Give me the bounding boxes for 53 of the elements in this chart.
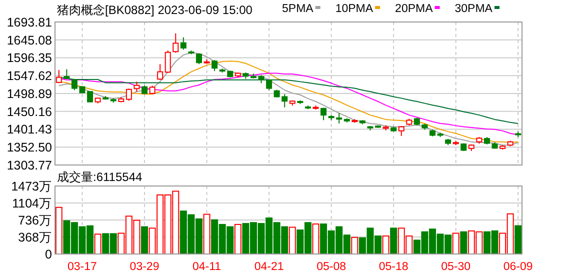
x-tick-label: 05-30 xyxy=(441,261,471,273)
y-tick-label: 1104万 xyxy=(12,196,52,211)
bar xyxy=(460,231,468,254)
legend-label: 5PMA xyxy=(282,3,314,15)
x-tick-label: 03-29 xyxy=(130,261,160,273)
y-tick-label: 1645.08 xyxy=(6,33,52,48)
bar xyxy=(203,214,210,254)
bar xyxy=(94,234,102,254)
candlestick xyxy=(320,107,327,121)
y-tick-label: 0 xyxy=(45,248,52,262)
bar xyxy=(234,224,242,254)
bar xyxy=(452,232,460,254)
x-tick-label: 03-17 xyxy=(68,261,97,273)
x-tick-label: 05-18 xyxy=(378,261,408,273)
bar xyxy=(288,226,296,254)
y-tick-label: 1352.50 xyxy=(6,140,52,155)
chart-title: 成交量:6115544 xyxy=(57,170,142,184)
candlestick xyxy=(126,88,132,102)
legend-label: 20PMA xyxy=(395,3,434,15)
y-tick-label: 1401.43 xyxy=(6,122,52,137)
x-tick-label: 06-09 xyxy=(503,261,533,273)
bar xyxy=(55,206,62,254)
chart-title: 猪肉概念[BK0882] 2023-06-09 15:00 xyxy=(57,3,253,17)
candlestick xyxy=(212,60,218,72)
candlestick xyxy=(134,81,140,92)
y-tick-label: 1693.81 xyxy=(6,16,52,30)
x-tick-label: 04-21 xyxy=(254,261,284,273)
candlestick xyxy=(87,90,94,103)
x-tick-label: 05-08 xyxy=(316,261,346,273)
y-tick-label: 1596.35 xyxy=(6,51,52,66)
y-tick-label: 1303.77 xyxy=(6,158,52,172)
bar xyxy=(382,235,390,254)
y-tick-label: 736万 xyxy=(18,214,52,228)
candlestick xyxy=(172,32,179,54)
candlestick xyxy=(56,69,62,84)
y-tick-label: 1450.16 xyxy=(6,104,52,119)
bar xyxy=(141,226,148,254)
x-tick-label: 04-11 xyxy=(192,261,222,273)
candlestick xyxy=(398,126,404,136)
candlestick xyxy=(180,36,186,50)
candlestick xyxy=(266,78,272,91)
candlestick xyxy=(164,50,171,74)
legend-label: 10PMA xyxy=(335,3,374,15)
bar xyxy=(312,223,320,254)
bar xyxy=(514,225,522,254)
y-tick-label: 1547.62 xyxy=(6,69,52,84)
legend-label: 30PMA xyxy=(454,3,493,15)
y-tick-label: 1473万 xyxy=(11,180,52,194)
y-tick-label: 1498.89 xyxy=(6,86,52,101)
y-tick-label: 368万 xyxy=(18,230,52,245)
candlestick xyxy=(157,64,164,80)
bar xyxy=(351,236,358,254)
bar xyxy=(390,228,398,254)
